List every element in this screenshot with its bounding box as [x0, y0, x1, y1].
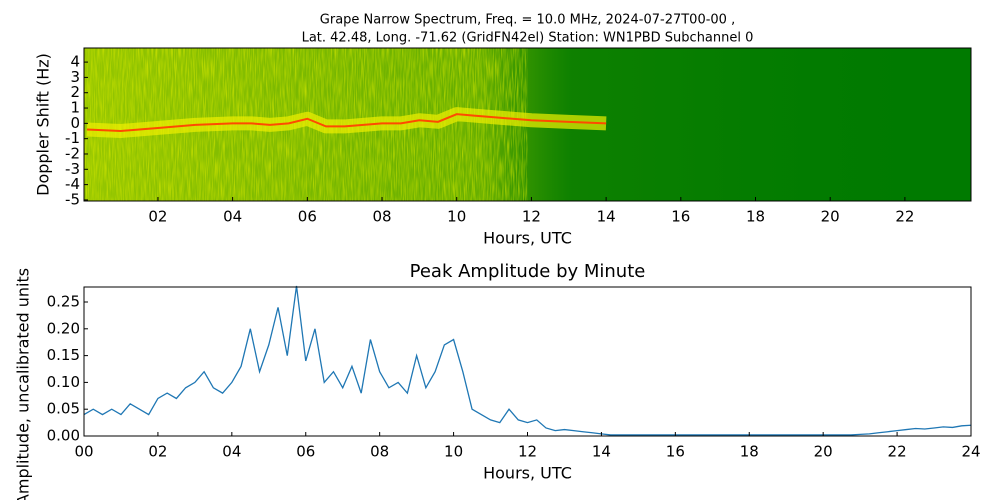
- y-tick-label: 0.00: [47, 427, 80, 445]
- y-tick-label: 4: [70, 53, 80, 71]
- x-tick-label: 10: [444, 443, 463, 461]
- y-tick-label: 0.15: [47, 346, 80, 364]
- x-tick-label: 20: [821, 208, 840, 226]
- chart-title: Peak Amplitude by Minute: [410, 261, 646, 282]
- chart-title: Lat. 42.48, Long. -71.62 (GridFN42el) St…: [302, 31, 754, 46]
- x-tick-label: 14: [592, 443, 611, 461]
- x-tick-label: 08: [372, 208, 391, 226]
- x-tick-label: 00: [74, 443, 93, 461]
- x-tick-label: 12: [518, 443, 537, 461]
- x-axis-label: Hours, UTC: [483, 229, 572, 248]
- y-axis-label: Doppler Shift (Hz): [34, 53, 53, 196]
- x-tick-label: 24: [961, 443, 980, 461]
- x-axis-label: Hours, UTC: [483, 464, 572, 483]
- x-tick-label: 04: [223, 208, 242, 226]
- y-tick-label: -5: [65, 190, 80, 208]
- x-tick-label: 18: [746, 208, 765, 226]
- x-tick-label: 02: [148, 208, 167, 226]
- plot-frame: [83, 286, 972, 437]
- y-tick-label: -1: [65, 129, 80, 147]
- x-tick-label: 22: [895, 208, 914, 226]
- y-tick-label: 0: [70, 114, 80, 132]
- x-tick-label: 04: [222, 443, 241, 461]
- y-tick-label: 0.25: [47, 293, 80, 311]
- y-tick-label: 1: [70, 99, 80, 117]
- y-tick-label: 0.20: [47, 319, 80, 337]
- y-tick-label: 3: [70, 68, 80, 86]
- doppler-trace: [86, 113, 607, 133]
- x-tick-label: 02: [148, 443, 167, 461]
- y-tick-label: -3: [65, 160, 80, 178]
- x-tick-label: 16: [666, 443, 685, 461]
- y-tick-label: -2: [65, 144, 80, 162]
- x-tick-label: 22: [888, 443, 907, 461]
- y-tick-label: 2: [70, 83, 80, 101]
- y-tick-label: 0.05: [47, 400, 80, 418]
- y-tick-label: 0.10: [47, 373, 80, 391]
- x-tick-label: 10: [447, 208, 466, 226]
- x-tick-label: 18: [740, 443, 759, 461]
- chart-title: Grape Narrow Spectrum, Freq. = 10.0 MHz,…: [320, 13, 735, 28]
- x-tick-label: 08: [370, 443, 389, 461]
- plot-frame: [83, 47, 972, 202]
- amplitude-line: [83, 285, 972, 436]
- x-tick-label: 14: [597, 208, 616, 226]
- y-axis-label: Amplitude, uncalibrated units: [14, 268, 33, 500]
- x-tick-label: 12: [522, 208, 541, 226]
- x-tick-label: 20: [814, 443, 833, 461]
- x-tick-label: 16: [671, 208, 690, 226]
- x-tick-label: 06: [296, 443, 315, 461]
- x-tick-label: 06: [298, 208, 317, 226]
- y-tick-label: -4: [65, 175, 80, 193]
